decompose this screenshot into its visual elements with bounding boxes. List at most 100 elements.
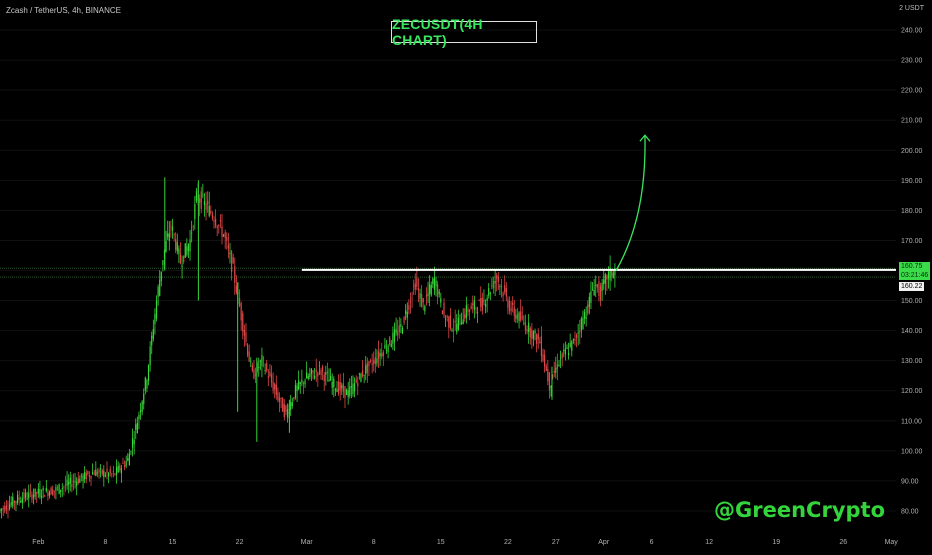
candle-body	[353, 383, 356, 392]
candle-body	[441, 310, 444, 314]
candle-body	[389, 337, 391, 345]
candle-body	[64, 484, 67, 486]
candle-body	[230, 251, 233, 273]
candle-body	[264, 370, 266, 371]
candle-body	[417, 288, 420, 291]
candle-body	[248, 351, 250, 362]
candle-body	[144, 377, 146, 391]
candle-body	[211, 214, 214, 219]
candle-body	[28, 492, 30, 499]
candle-body	[93, 473, 95, 475]
axis-unit-label: 2 USDT	[899, 5, 924, 12]
candle-body	[492, 281, 495, 288]
x-tick-label: 12	[705, 539, 713, 546]
candle-body	[111, 473, 113, 475]
candle-body	[590, 291, 592, 303]
candle-body	[408, 305, 410, 310]
candle-body	[365, 365, 367, 374]
candle-body	[114, 473, 116, 475]
candle-body	[186, 246, 188, 256]
candle-body	[556, 364, 559, 370]
candle-body	[317, 372, 319, 377]
candle-body	[326, 371, 329, 373]
candle-body	[468, 309, 471, 312]
y-tick-label: 120.00	[901, 388, 923, 395]
candle-body	[175, 239, 177, 250]
candle-body	[160, 271, 162, 281]
x-tick-label: Apr	[598, 539, 610, 546]
candle-body	[219, 220, 222, 222]
candle-body	[115, 466, 118, 475]
candle-body	[419, 293, 421, 299]
candle-body	[267, 376, 269, 379]
candle-body	[210, 210, 212, 214]
candle-body	[593, 289, 595, 296]
candle-body	[90, 476, 92, 479]
current-price-tag: 160.75 03:21:46	[899, 262, 931, 281]
candle-body	[435, 280, 437, 287]
candle-body	[371, 363, 373, 366]
candle-body	[36, 492, 38, 494]
candle-body	[539, 341, 541, 344]
candle-body	[242, 313, 244, 332]
candle-body	[432, 278, 434, 285]
candle-body	[299, 382, 301, 385]
candle-body	[259, 360, 261, 362]
candle-body	[464, 314, 466, 319]
candle-body	[215, 218, 217, 226]
candle-body	[250, 361, 252, 363]
candle-body	[429, 284, 431, 294]
candle-body	[457, 317, 459, 330]
x-tick-label: 8	[103, 539, 107, 546]
candle-body	[224, 232, 226, 239]
candle-body	[181, 265, 183, 268]
candle-body	[358, 373, 360, 375]
candle-body	[0, 509, 1, 512]
candle-body	[489, 293, 491, 295]
candle-body	[357, 383, 359, 386]
candle-body	[459, 314, 461, 316]
candle-body	[207, 200, 209, 205]
y-tick-label: 230.00	[901, 58, 923, 65]
candle-body	[424, 306, 426, 312]
candle-body	[446, 316, 448, 318]
candle-body	[157, 287, 159, 297]
y-tick-label: 200.00	[901, 148, 923, 155]
candle-body	[72, 480, 75, 483]
candle-body	[218, 225, 220, 226]
candle-body	[398, 325, 400, 332]
candle-body	[536, 334, 538, 345]
y-tick-label: 150.00	[901, 298, 923, 305]
candle-body	[542, 354, 544, 361]
candle-body	[574, 339, 576, 341]
candle-body	[437, 284, 439, 297]
candle-body	[23, 492, 25, 499]
candle-body	[77, 478, 79, 484]
candle-body	[555, 367, 557, 373]
candle-body	[294, 384, 297, 398]
candle-body	[143, 393, 145, 404]
candle-body	[146, 380, 148, 389]
candle-body	[122, 463, 124, 464]
candle-body	[400, 323, 402, 327]
candle-body	[336, 388, 338, 392]
candle-body	[451, 329, 453, 331]
candle-body	[285, 405, 287, 412]
candle-body	[71, 483, 73, 488]
candle-body	[427, 293, 429, 297]
candle-body	[269, 371, 271, 376]
candle-body	[344, 386, 346, 398]
candle-body	[63, 486, 65, 488]
candle-body	[272, 381, 274, 391]
candle-body	[39, 489, 41, 497]
candle-body	[580, 318, 582, 331]
candle-body	[484, 303, 487, 307]
candle-body	[66, 479, 68, 486]
candle-body	[8, 504, 11, 509]
candle-body	[467, 308, 469, 313]
candle-body	[13, 501, 15, 503]
candle-body	[315, 369, 317, 372]
candle-body	[147, 365, 150, 381]
